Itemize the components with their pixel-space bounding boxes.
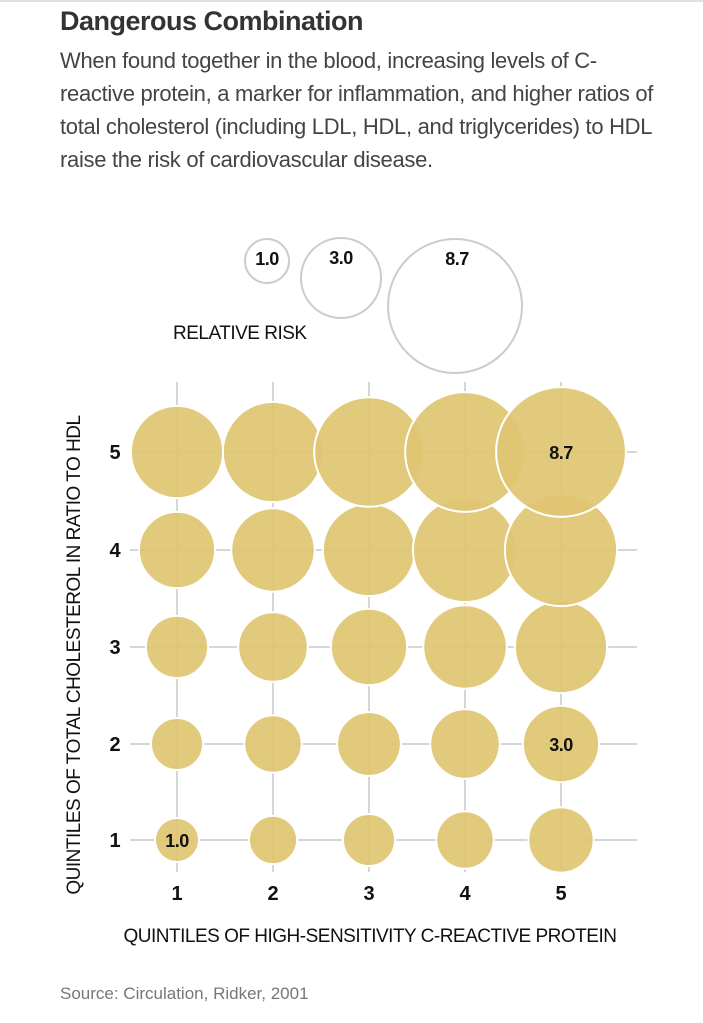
bubble-x4-y3 bbox=[422, 604, 508, 690]
bubble-x4-y1 bbox=[435, 810, 495, 870]
bubble-x5-y1 bbox=[527, 806, 595, 874]
source-note: Source: Circulation, Ridker, 2001 bbox=[60, 984, 309, 1003]
bubble-x2-y4 bbox=[230, 507, 316, 593]
bubble-x2-y5 bbox=[221, 400, 325, 504]
y-tick-label-5: 5 bbox=[109, 442, 120, 464]
top-divider bbox=[0, 0, 703, 2]
bubble-x2-y2 bbox=[243, 714, 303, 774]
bubble-x5-y5 bbox=[495, 386, 627, 518]
y-tick-label-2: 2 bbox=[109, 734, 120, 756]
legend-circle-3.0 bbox=[300, 237, 382, 319]
x-tick-label-1: 1 bbox=[171, 883, 182, 905]
bubble-label-x1-y1: 1.0 bbox=[165, 831, 189, 851]
bubbles: 1.0 3.0 8.7 bbox=[129, 386, 627, 874]
size-legend-title: RELATIVE RISK bbox=[173, 323, 307, 344]
bubble-x3-y1 bbox=[341, 812, 397, 868]
bubble-label-x5-y5: 8.7 bbox=[549, 443, 573, 463]
x-tick-label-4: 4 bbox=[459, 883, 471, 905]
chart-title: Dangerous Combination bbox=[60, 6, 364, 36]
bubble-x5-y2 bbox=[521, 704, 601, 784]
x-tick-label-5: 5 bbox=[555, 883, 566, 905]
bubble-x2-y1 bbox=[247, 814, 299, 866]
y-tick-label-4: 4 bbox=[109, 540, 121, 562]
legend-label-1.0: 1.0 bbox=[255, 249, 279, 269]
legend-circle-1.0 bbox=[244, 238, 290, 284]
bubble-x4-y2 bbox=[429, 708, 501, 780]
legend-circle-8.7 bbox=[387, 238, 523, 374]
y-tick-label-1: 1 bbox=[109, 830, 120, 852]
x-tick-label-3: 3 bbox=[363, 883, 374, 905]
bubble-x1-y4 bbox=[137, 510, 217, 590]
bubble-x1-y3 bbox=[144, 614, 210, 680]
y-axis-label: QUINTILES OF TOTAL CHOLESTEROL IN RATIO … bbox=[64, 415, 85, 894]
bubble-x3-y4 bbox=[321, 502, 417, 598]
bubble-x1-y5 bbox=[129, 404, 225, 500]
x-axis-label: QUINTILES OF HIGH-SENSITIVITY C-REACTIVE… bbox=[124, 926, 617, 947]
bubble-x1-y1 bbox=[154, 817, 200, 863]
bubble-x3-y3 bbox=[329, 607, 409, 687]
bubble-x5-y3 bbox=[513, 599, 609, 695]
tick-labels: 1 2 3 4 5 1 2 3 4 5 bbox=[109, 442, 566, 905]
x-tick-label-2: 2 bbox=[267, 883, 278, 905]
bubble-x1-y2 bbox=[149, 716, 205, 772]
bubble-x4-y4 bbox=[411, 496, 519, 604]
legend-label-8.7: 8.7 bbox=[445, 249, 469, 269]
bubble-x3-y2 bbox=[336, 711, 402, 777]
legend-label-3.0: 3.0 bbox=[329, 248, 353, 268]
y-tick-label-3: 3 bbox=[109, 637, 120, 659]
bubble-label-x5-y2: 3.0 bbox=[549, 735, 573, 755]
chart-subtitle: When found together in the blood, increa… bbox=[60, 48, 654, 172]
bubble-x2-y3 bbox=[237, 611, 309, 683]
size-legend: 1.0 3.0 8.7 bbox=[244, 237, 523, 374]
bubble-chart: 1.0 3.0 8.7 RELATIVE RISK 1.03.08.7 1 2 3 4 51… bbox=[64, 237, 637, 947]
